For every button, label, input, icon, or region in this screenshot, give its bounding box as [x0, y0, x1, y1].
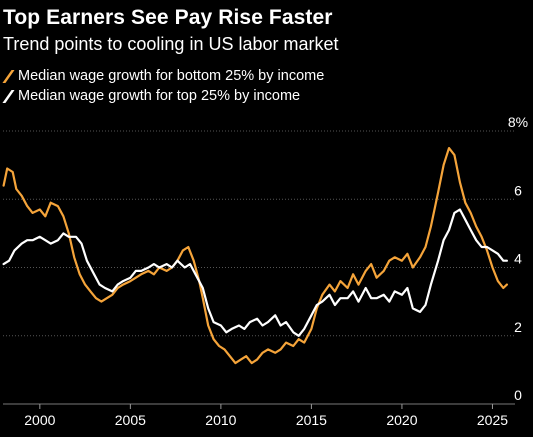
chart-title: Top Earners See Pay Rise Faster — [3, 6, 333, 29]
y-tick-label-4: 4 — [514, 251, 522, 267]
legend: Median wage growth for bottom 25% by inc… — [2, 66, 325, 106]
series-line-bottom-25 — [2, 147, 508, 365]
y-tick-label-8: 8% — [508, 114, 528, 130]
x-tick-label-2020: 2020 — [386, 412, 417, 428]
x-tick-label-2000: 2000 — [24, 412, 55, 428]
x-tick-label-2025: 2025 — [477, 412, 508, 428]
x-tick-label-2005: 2005 — [115, 412, 146, 428]
legend-item-top: Median wage growth for top 25% by income — [2, 86, 324, 106]
x-tick-label-2015: 2015 — [296, 412, 327, 428]
x-tick-label-2010: 2010 — [205, 412, 236, 428]
chart-subtitle: Trend points to cooling in US labor mark… — [3, 34, 339, 54]
series-line-top-25 — [2, 208, 508, 337]
legend-item-bottom: Median wage growth for bottom 25% by inc… — [2, 66, 325, 86]
legend-label-top: Median wage growth for top 25% by income — [18, 88, 301, 104]
y-tick-label-2: 2 — [514, 319, 522, 335]
y-tick-label-0: 0 — [514, 387, 522, 403]
y-tick-label-6: 6 — [514, 182, 522, 198]
legend-label-bottom: Median wage growth for bottom 25% by inc… — [18, 68, 325, 84]
